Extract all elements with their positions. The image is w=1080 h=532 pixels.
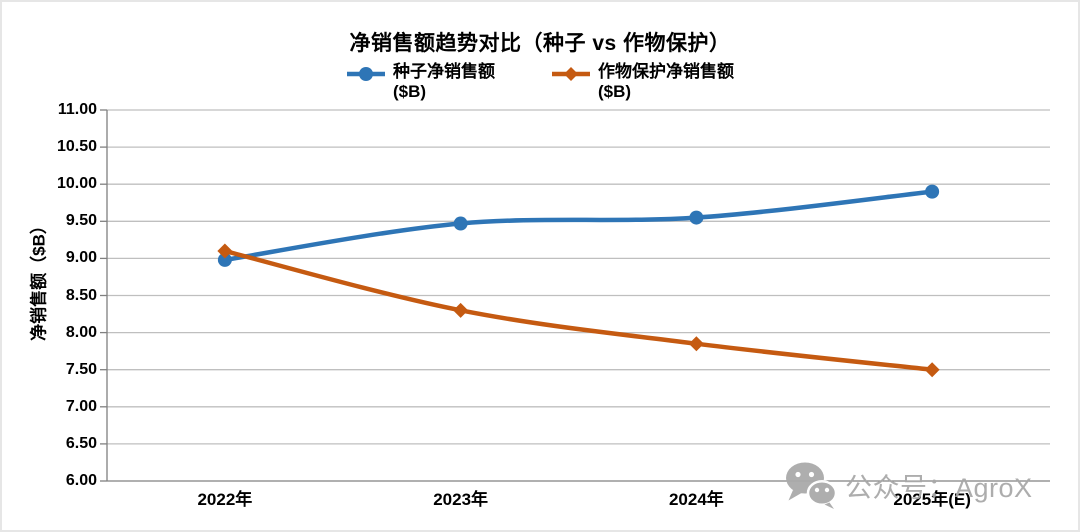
series-line-1 xyxy=(222,248,935,372)
legend-line-diamond-icon xyxy=(552,67,590,81)
chart-title: 净销售额趋势对比（种子 vs 作物保护） xyxy=(349,32,731,55)
legend-series-unit: ($B) xyxy=(393,82,427,102)
legend-line-circle-icon xyxy=(347,67,385,81)
chart-legend: 种子净销售额 ($B) 作物保护净销售额 ($B) xyxy=(2,62,1078,103)
series-0-marker xyxy=(925,184,940,199)
series-1-marker xyxy=(217,243,233,259)
y-tick-label: 10.00 xyxy=(56,175,97,193)
x-axis-label: 2024年 xyxy=(668,490,724,509)
y-tick-label: 9.50 xyxy=(65,212,97,230)
x-axis-label: 2023年 xyxy=(433,490,489,509)
series-0-marker xyxy=(217,252,232,267)
series-1-marker xyxy=(453,302,469,318)
legend-label-crop-protection: 作物保护净销售额 ($B) xyxy=(598,62,734,103)
series-line-0 xyxy=(222,189,935,263)
y-tick-label: 9.00 xyxy=(65,249,97,267)
y-tick-label: 10.50 xyxy=(56,138,97,156)
series-1-marker xyxy=(688,336,704,352)
y-tick-label: 7.00 xyxy=(65,397,97,415)
series-0-marker xyxy=(689,210,704,225)
legend-series-name: 种子净销售额 xyxy=(393,62,495,81)
legend-item-seed-net-sales: 种子净销售额 ($B) xyxy=(346,62,495,103)
y-tick-label: 6.00 xyxy=(65,472,97,489)
legend-series-name: 作物保护净销售额 xyxy=(598,62,734,81)
x-axis-label: 2025年(E) xyxy=(893,490,971,509)
legend-series-unit: ($B) xyxy=(598,82,632,102)
y-tick-label: 8.50 xyxy=(65,286,97,304)
series-0-marker xyxy=(453,216,468,231)
x-axis-label: 2022年 xyxy=(197,490,253,509)
y-tick-label: 7.50 xyxy=(65,360,97,378)
y-tick-label: 6.50 xyxy=(65,434,97,452)
y-tick-label: 8.00 xyxy=(65,323,97,341)
legend-item-crop-protection-net-sales: 作物保护净销售额 ($B) xyxy=(551,62,734,103)
legend-label-seed: 种子净销售额 ($B) xyxy=(393,62,495,103)
series-1-marker xyxy=(924,362,940,378)
y-tick-label: 11.00 xyxy=(57,101,97,118)
